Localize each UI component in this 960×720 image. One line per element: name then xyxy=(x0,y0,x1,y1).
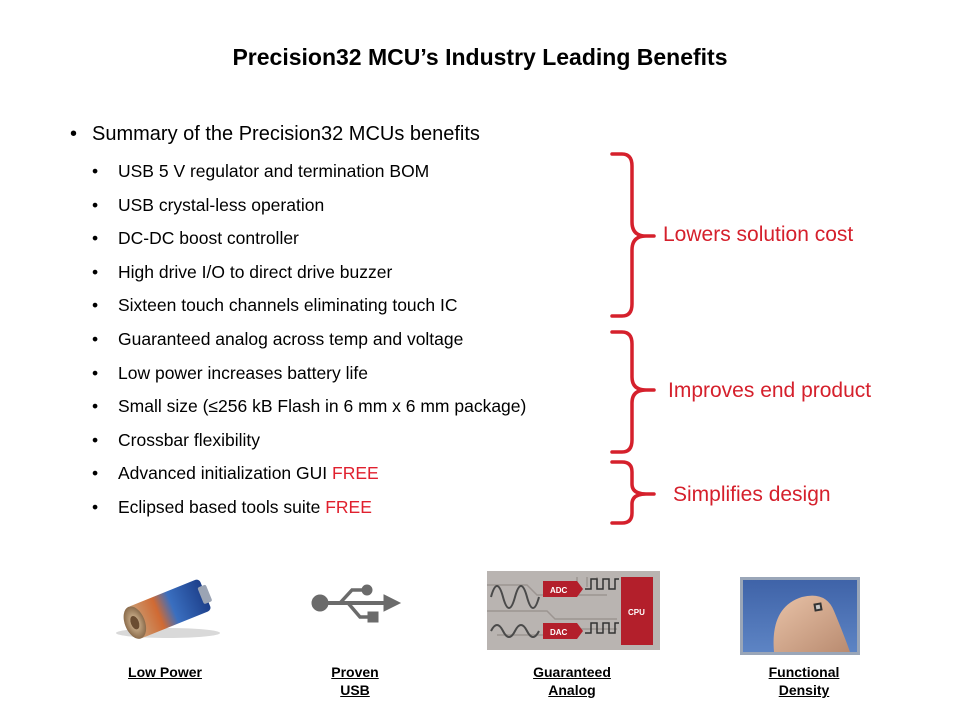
caption-low-power: Low Power xyxy=(128,664,202,680)
list-item: • USB 5 V regulator and termination BOM xyxy=(92,161,430,181)
list-item: • High drive I/O to direct drive buzzer xyxy=(92,261,393,282)
list-item: • DC-DC boost controller xyxy=(92,228,299,249)
chip-on-finger-icon xyxy=(740,577,860,660)
callout-cost: Lowers solution cost xyxy=(663,223,854,246)
list-item: • Advanced initialization GUI FREE xyxy=(92,463,379,484)
callout-product: Improves end product xyxy=(668,379,872,402)
brace-design xyxy=(610,460,656,525)
adc-label: ADC xyxy=(550,586,568,595)
summary-bullet: • Summary of the Precision32 MCUs benefit… xyxy=(70,123,480,146)
brace-product xyxy=(610,330,656,454)
cpu-label: CPU xyxy=(628,608,645,617)
list-item: • Sixteen touch channels eliminating touc… xyxy=(92,295,458,316)
free-tag: FREE xyxy=(332,463,379,484)
summary-text: Summary of the Precision32 MCUs benefits xyxy=(92,123,480,145)
list-item: • Guaranteed analog across temp and volta… xyxy=(92,328,464,349)
list-item: • Eclipsed based tools suite FREE xyxy=(92,496,372,517)
list-item: • Crossbar flexibility xyxy=(92,429,260,450)
caption-guaranteed-analog: Guaranteed Analog xyxy=(533,664,611,698)
bullet-dot: • xyxy=(70,123,78,145)
caption-proven-usb: Proven USB xyxy=(331,664,379,698)
battery-icon xyxy=(108,575,224,646)
analog-board-icon: ADC DAC CPU xyxy=(487,571,660,655)
list-item: • Small size (≤256 kB Flash in 6 mm x 6 m… xyxy=(92,396,527,417)
dac-label: DAC xyxy=(550,628,568,637)
list-item: • Low power increases battery life xyxy=(92,362,368,383)
list-item: • USB crystal-less operation xyxy=(92,194,325,215)
free-tag: FREE xyxy=(325,496,372,517)
callout-design: Simplifies design xyxy=(673,483,831,506)
slide-title: Precision32 MCU’s Industry Leading Benef… xyxy=(232,44,728,70)
usb-icon xyxy=(310,583,402,634)
benefits-list: • USB 5 V regulator and termination BOM •… xyxy=(92,158,526,528)
brace-cost xyxy=(610,152,656,318)
caption-functional-density: Functional Density xyxy=(768,664,840,698)
